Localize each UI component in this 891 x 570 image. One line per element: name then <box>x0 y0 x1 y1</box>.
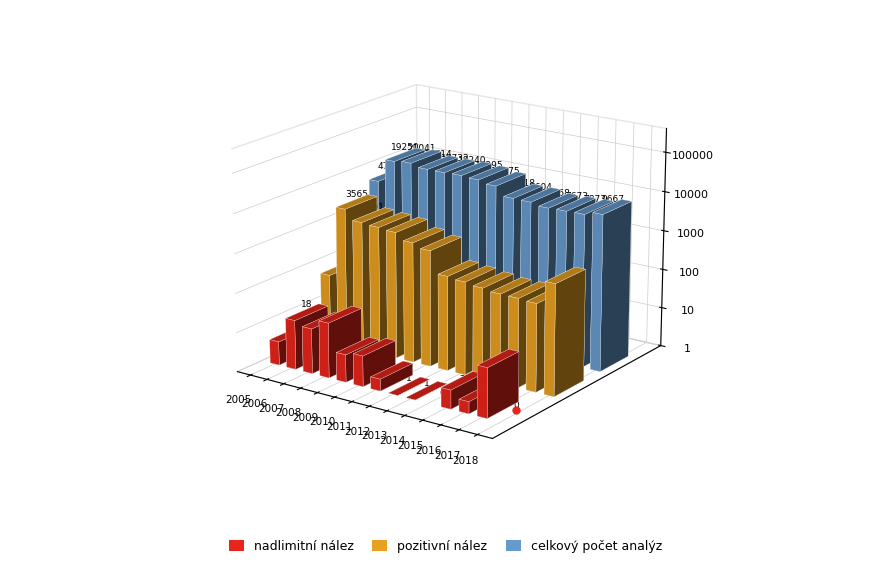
Legend: nadlimitní nález, pozitivní nález, celkový počet analýz: nadlimitní nález, pozitivní nález, celko… <box>224 535 667 558</box>
